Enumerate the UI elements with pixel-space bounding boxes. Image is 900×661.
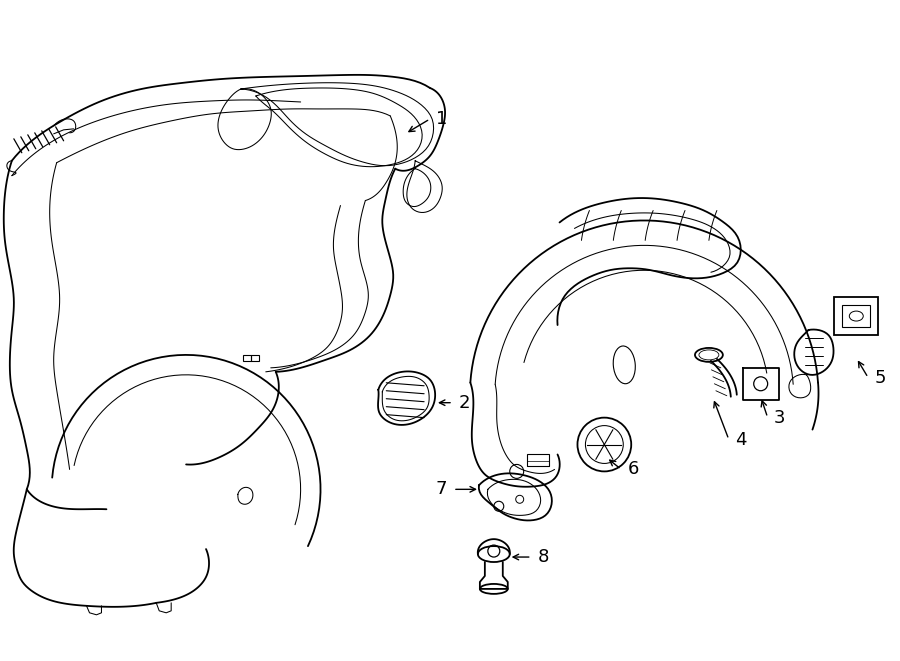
Bar — [842, 305, 870, 327]
Text: 1: 1 — [436, 110, 447, 128]
Bar — [834, 297, 878, 335]
Text: 6: 6 — [627, 461, 639, 479]
Bar — [526, 461, 549, 467]
Text: 4: 4 — [734, 430, 746, 449]
Text: 3: 3 — [774, 408, 785, 426]
Bar — [526, 455, 549, 467]
Text: 2: 2 — [459, 394, 471, 412]
Bar — [243, 355, 251, 361]
Text: 5: 5 — [874, 369, 886, 387]
Text: 8: 8 — [537, 548, 549, 566]
Bar — [251, 355, 259, 361]
Text: 7: 7 — [436, 481, 447, 498]
